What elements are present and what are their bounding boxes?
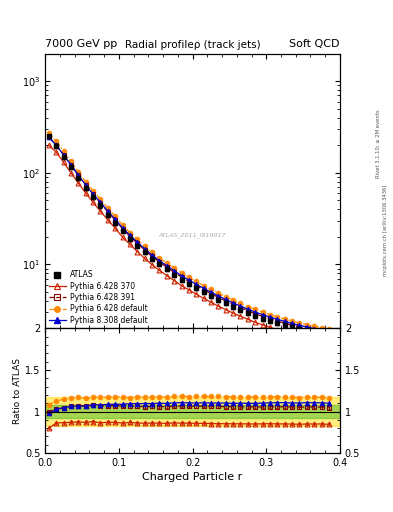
Text: ATLAS_2011_I919017: ATLAS_2011_I919017 (159, 232, 226, 238)
Y-axis label: Ratio to ATLAS: Ratio to ATLAS (13, 358, 22, 424)
Title: Radial profileρ (track jets): Radial profileρ (track jets) (125, 40, 261, 50)
X-axis label: Charged Particle r: Charged Particle r (142, 472, 243, 482)
Text: Soft QCD: Soft QCD (290, 38, 340, 49)
Bar (45, 405, 340, 418)
Legend: ATLAS, Pythia 6.428 370, Pythia 6.428 391, Pythia 6.428 default, Pythia 8.308 de: ATLAS, Pythia 6.428 370, Pythia 6.428 39… (49, 270, 147, 325)
Text: Rivet 3.1.10; ≥ 2M events: Rivet 3.1.10; ≥ 2M events (376, 109, 380, 178)
Text: mcplots.cern.ch [arXiv:1306.3436]: mcplots.cern.ch [arXiv:1306.3436] (384, 185, 388, 276)
Text: 7000 GeV pp: 7000 GeV pp (45, 38, 118, 49)
Bar (45, 396, 340, 426)
